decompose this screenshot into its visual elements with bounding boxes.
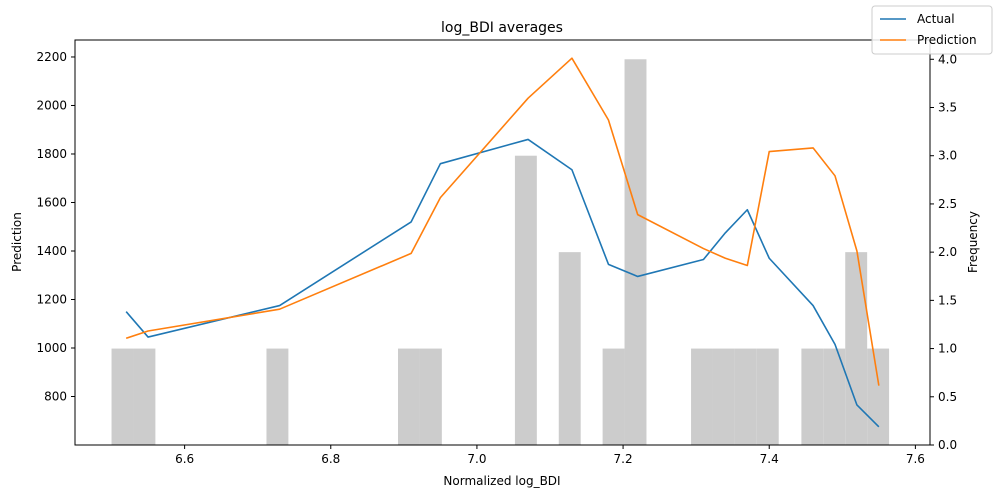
y-tick-label: 1200 (36, 292, 67, 306)
histogram-bar-13 (801, 348, 824, 445)
x-axis-ticks: 6.6 6.8 7.0 7.2 7.4 7.6 (175, 445, 925, 466)
histogram-bars (111, 59, 890, 446)
histogram-bar-6 (558, 252, 581, 445)
histogram-bar-10 (712, 348, 735, 445)
x-tick-label: 7.4 (760, 452, 779, 466)
legend-label-prediction: Prediction (917, 33, 977, 47)
series-line-actual (125, 138, 880, 428)
y2-tick-label: 3.5 (938, 101, 957, 115)
y-tick-label: 800 (44, 389, 67, 403)
x-tick-label: 6.8 (321, 452, 340, 466)
histogram-bar-1 (133, 348, 156, 445)
y2-tick-label: 0.5 (938, 390, 957, 404)
y2-axis-label: Frequency (966, 211, 980, 273)
y-tick-label: 1000 (36, 341, 67, 355)
chart-title: log_BDI averages (441, 20, 563, 36)
histogram-bar-14 (823, 348, 846, 445)
histogram-bar-2 (266, 348, 289, 445)
y2-tick-label: 1.0 (938, 342, 957, 356)
histogram-bar-9 (691, 348, 713, 445)
y2-tick-label: 3.0 (938, 149, 957, 163)
histogram-bar-3 (398, 348, 420, 445)
histogram-bar-11 (734, 348, 757, 445)
histogram-bar-12 (756, 348, 779, 445)
y-tick-label: 1800 (36, 147, 67, 161)
y-tick-label: 2200 (36, 50, 67, 64)
x-tick-label: 7.2 (614, 452, 633, 466)
x-tick-label: 7.6 (906, 452, 925, 466)
histogram-bar-4 (419, 348, 442, 445)
y-axis-ticks: 800 1000 1200 1400 1600 1800 2000 2200 (36, 50, 75, 403)
legend-box (871, 5, 993, 55)
x-axis-label: Normalized log_BDI (443, 474, 560, 488)
x-tick-label: 7.0 (467, 452, 486, 466)
y-tick-label: 1400 (36, 244, 67, 258)
histogram-bar-16 (867, 348, 890, 445)
histogram-bar-7 (602, 348, 625, 445)
y-tick-label: 2000 (36, 98, 67, 112)
histogram-bar-15 (845, 252, 868, 445)
series-line-prediction (125, 57, 880, 386)
y2-tick-label: 1.5 (938, 293, 957, 307)
series-lines (125, 57, 880, 428)
plot-frame (74, 39, 931, 446)
y2-tick-label: 4.0 (938, 52, 957, 66)
histogram-bar-5 (514, 155, 537, 445)
histogram-bar-8 (624, 59, 647, 446)
y2-tick-label: 0.0 (938, 438, 957, 452)
histogram-bar-0 (111, 348, 134, 445)
y-axis-label: Prediction (10, 212, 24, 272)
y2-tick-label: 2.5 (938, 197, 957, 211)
y2-tick-label: 2.0 (938, 245, 957, 259)
x-tick-label: 6.6 (175, 452, 194, 466)
legend: Actual Prediction (871, 5, 993, 55)
legend-label-actual: Actual (917, 12, 955, 26)
y-tick-label: 1600 (36, 195, 67, 209)
y2-axis-ticks: 0.0 0.5 1.0 1.5 2.0 2.5 3.0 3.5 4.0 (930, 52, 957, 452)
